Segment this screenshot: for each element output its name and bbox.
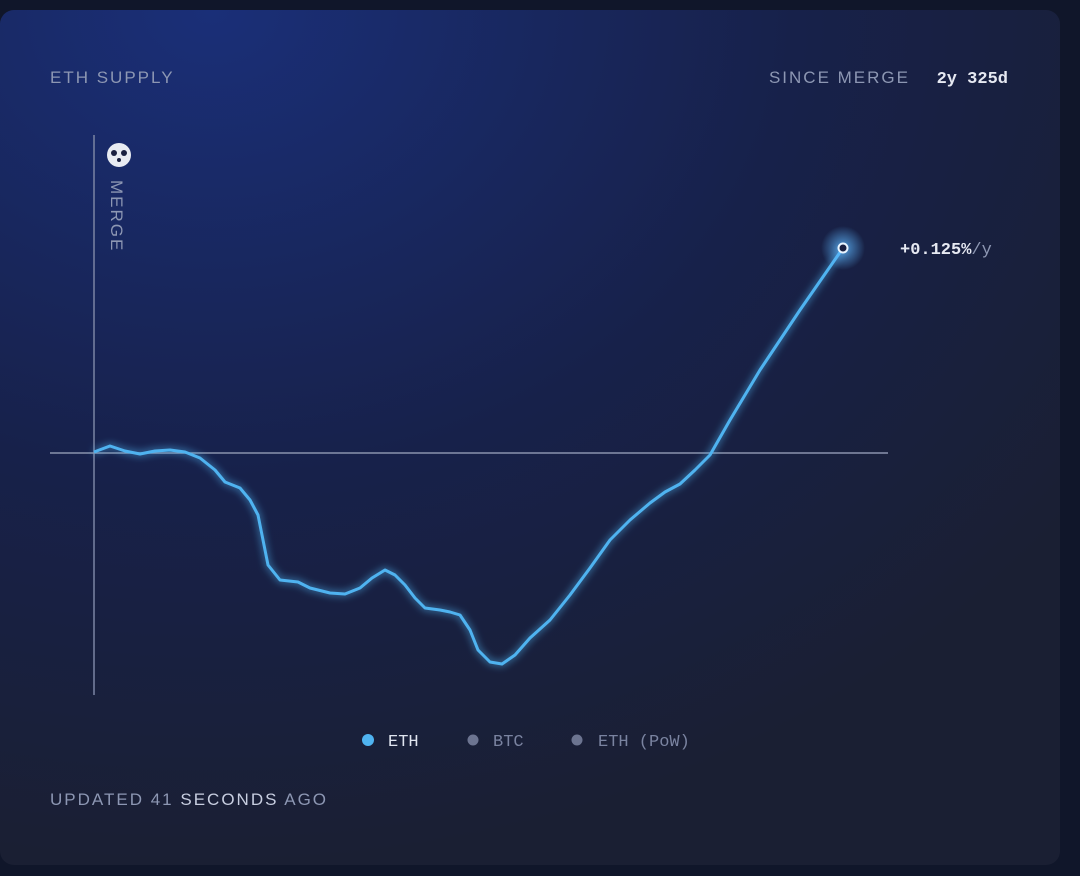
footer-unit: SECONDS [180, 790, 278, 809]
legend-item[interactable]: BTC [493, 733, 524, 752]
endpoint [837, 242, 849, 254]
legend-dot [467, 734, 479, 746]
legend-item[interactable]: ETH [388, 733, 419, 752]
since-label: SINCE MERGE [769, 68, 910, 87]
legend-dot [571, 734, 583, 746]
footer-suffix: AGO [284, 790, 328, 809]
merge-label: MERGE [107, 180, 126, 252]
footer: UPDATED 41 SECONDS AGO [50, 790, 328, 809]
rate-unit: /y [971, 241, 991, 260]
footer-prefix: UPDATED [50, 790, 144, 809]
footer-count: 41 [151, 790, 174, 809]
legend-item[interactable]: ETH (PoW) [598, 733, 690, 752]
merge-icon [107, 143, 131, 167]
supply-line [93, 247, 845, 666]
rate-value: +0.125% [900, 241, 972, 260]
card [0, 10, 1060, 865]
title: ETH SUPPLY [50, 68, 175, 87]
since-value: 2y 325d [937, 70, 1008, 89]
rate: +0.125%/y [900, 241, 992, 260]
legend-dot [362, 734, 374, 746]
